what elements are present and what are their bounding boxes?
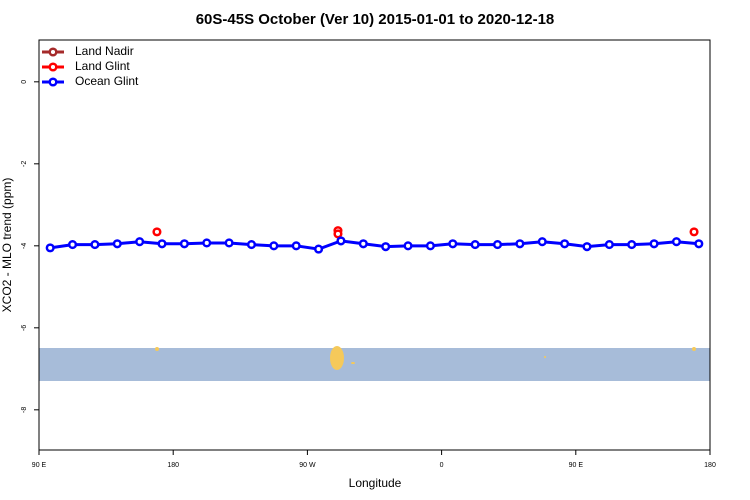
legend-label: Land Nadir <box>75 44 134 58</box>
legend-label: Ocean Glint <box>75 74 139 88</box>
legend-marker <box>48 62 58 72</box>
data-point <box>515 239 525 249</box>
data-point <box>135 237 145 247</box>
data-point <box>448 239 458 249</box>
data-point <box>269 241 279 251</box>
x-tick-label: 0 <box>440 462 444 469</box>
data-point <box>291 241 301 251</box>
x-tick-label: 90 E <box>32 462 47 469</box>
data-point <box>90 240 100 250</box>
map-strip <box>39 346 710 381</box>
land-shape <box>544 356 546 358</box>
data-point <box>403 241 413 251</box>
legend-label: Land Glint <box>75 59 130 73</box>
data-point <box>582 242 592 252</box>
data-point <box>560 239 570 249</box>
y-tick-label: -6 <box>21 325 28 331</box>
series-line <box>49 239 699 251</box>
y-tick-label: -8 <box>21 407 28 413</box>
data-point <box>157 239 167 249</box>
data-point <box>202 238 212 248</box>
data-point <box>694 239 704 249</box>
data-point <box>604 240 614 250</box>
data-point <box>333 229 343 239</box>
x-tick-label: 90 E <box>569 462 584 469</box>
data-point <box>112 239 122 249</box>
plot-frame <box>38 39 711 451</box>
x-tick-label: 90 W <box>299 462 316 469</box>
data-point <box>45 243 55 253</box>
legend-marker <box>48 47 58 57</box>
data-point <box>470 240 480 250</box>
land-shape <box>330 346 344 370</box>
data-point <box>314 244 324 254</box>
data-point <box>224 238 234 248</box>
data-point <box>152 227 162 237</box>
ocean-band <box>39 348 710 381</box>
data-point <box>671 237 682 247</box>
data-point <box>689 227 699 237</box>
data-point <box>358 239 368 249</box>
y-axis-label: XCO2 - MLO trend (ppm) <box>0 178 14 313</box>
legend-marker <box>48 77 58 87</box>
data-point <box>627 240 637 250</box>
data-point <box>179 239 189 249</box>
land-shape <box>155 347 159 351</box>
land-shape <box>351 362 355 364</box>
data-point <box>425 241 435 251</box>
chart-title: 60S-45S October (Ver 10) 2015-01-01 to 2… <box>196 11 555 28</box>
y-tick-label: -2 <box>21 161 28 167</box>
data-point <box>649 239 659 249</box>
land-shape <box>692 347 696 351</box>
data-point <box>537 237 547 247</box>
data-point <box>68 240 78 250</box>
x-axis-label: Longitude <box>349 476 402 490</box>
data-point <box>492 240 503 250</box>
y-tick-label: 0 <box>21 80 28 84</box>
y-tick-label: -4 <box>21 243 28 249</box>
x-tick-label: 180 <box>704 462 716 469</box>
data-point <box>246 240 257 250</box>
data-point <box>336 236 346 246</box>
x-tick-label: 180 <box>167 462 179 469</box>
data-point <box>381 242 391 252</box>
